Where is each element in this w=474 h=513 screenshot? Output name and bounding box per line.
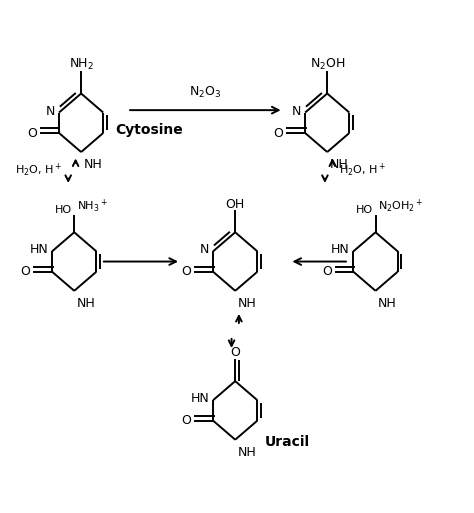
Text: N$_2$O$_3$: N$_2$O$_3$: [189, 85, 221, 100]
Text: N: N: [292, 105, 301, 117]
Text: Cytosine: Cytosine: [116, 123, 183, 137]
Text: NH: NH: [378, 297, 397, 310]
Text: O: O: [182, 414, 191, 427]
Text: NH: NH: [237, 297, 256, 310]
Text: NH: NH: [76, 297, 95, 310]
Text: Uracil: Uracil: [265, 435, 310, 449]
Text: NH: NH: [83, 158, 102, 171]
Text: HO: HO: [356, 205, 373, 215]
Text: O: O: [230, 346, 240, 360]
Text: HN: HN: [30, 243, 48, 256]
Text: HN: HN: [331, 243, 350, 256]
Text: HN: HN: [191, 392, 210, 405]
Text: N$_2$OH$_2$$^+$: N$_2$OH$_2$$^+$: [378, 198, 423, 215]
Text: O: O: [182, 265, 191, 278]
Text: O: O: [21, 265, 30, 278]
Text: NH$_2$: NH$_2$: [69, 57, 93, 72]
Text: O: O: [27, 127, 37, 140]
Text: H$_2$O, H$^+$: H$_2$O, H$^+$: [15, 162, 62, 179]
Text: N$_2$OH: N$_2$OH: [310, 57, 345, 72]
Text: OH: OH: [226, 198, 245, 210]
Text: NH$_3$$^+$: NH$_3$$^+$: [76, 198, 108, 215]
Text: O: O: [273, 127, 283, 140]
Text: H$_2$O, H$^+$: H$_2$O, H$^+$: [339, 162, 386, 179]
Text: N: N: [46, 105, 55, 117]
Text: HO: HO: [55, 205, 72, 215]
Text: O: O: [322, 265, 332, 278]
Text: NH: NH: [237, 446, 256, 459]
Text: NH: NH: [329, 158, 348, 171]
Text: N: N: [200, 243, 210, 256]
